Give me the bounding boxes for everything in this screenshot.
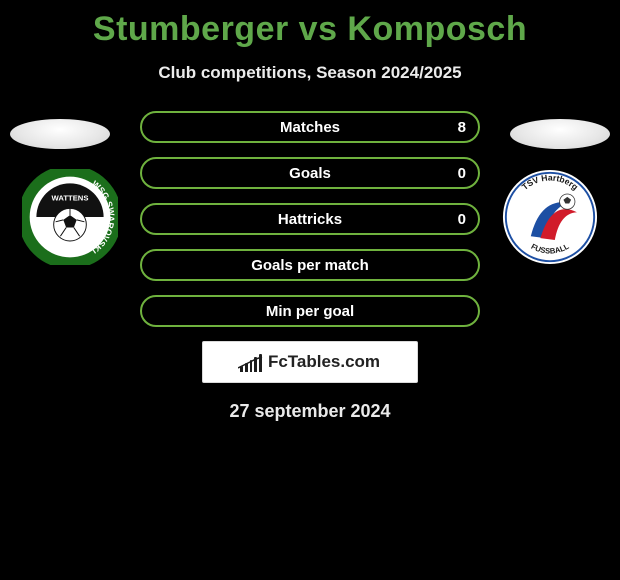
stat-label: Goals per match <box>251 257 369 274</box>
stat-label: Min per goal <box>266 303 354 320</box>
mini-chart-bar <box>240 366 243 372</box>
stat-value-right: 0 <box>458 165 466 182</box>
mini-chart-bar <box>245 363 248 372</box>
stat-label: Goals <box>289 165 331 182</box>
club-badge-right-svg: TSV Hartberg FUSSBALL <box>502 169 598 265</box>
player-chip-right <box>510 119 610 149</box>
stat-row: Hattricks 0 <box>140 203 480 235</box>
attribution-chart-icon <box>240 352 262 372</box>
mini-chart-bar <box>250 360 253 372</box>
club-badge-left: WSG SWAROVSKI WATTENS <box>22 169 118 265</box>
stat-value-right: 8 <box>458 119 466 136</box>
stats-rows: Matches 8 Goals 0 Hattricks 0 Goals per match M… <box>140 111 480 327</box>
page-title: Stumberger vs Komposch <box>0 0 620 49</box>
mini-chart-bar <box>254 357 257 372</box>
stat-value-right: 0 <box>458 211 466 228</box>
subtitle: Club competitions, Season 2024/2025 <box>0 63 620 83</box>
stat-row: Matches 8 <box>140 111 480 143</box>
stat-row: Min per goal <box>140 295 480 327</box>
date-text: 27 september 2024 <box>0 401 620 422</box>
stat-label: Matches <box>280 119 340 136</box>
stat-label: Hattricks <box>278 211 342 228</box>
stat-row: Goals per match <box>140 249 480 281</box>
stat-row: Goals 0 <box>140 157 480 189</box>
club-badge-left-svg: WSG SWAROVSKI WATTENS <box>22 169 118 265</box>
club-badge-right: TSV Hartberg FUSSBALL <box>502 169 598 265</box>
comparison-stage: WSG SWAROVSKI WATTENS <box>0 111 620 422</box>
svg-text:WATTENS: WATTENS <box>52 194 89 203</box>
attribution-text: FcTables.com <box>268 352 380 372</box>
mini-chart-bar <box>259 354 262 372</box>
attribution-badge: FcTables.com <box>202 341 418 383</box>
player-chip-left <box>10 119 110 149</box>
